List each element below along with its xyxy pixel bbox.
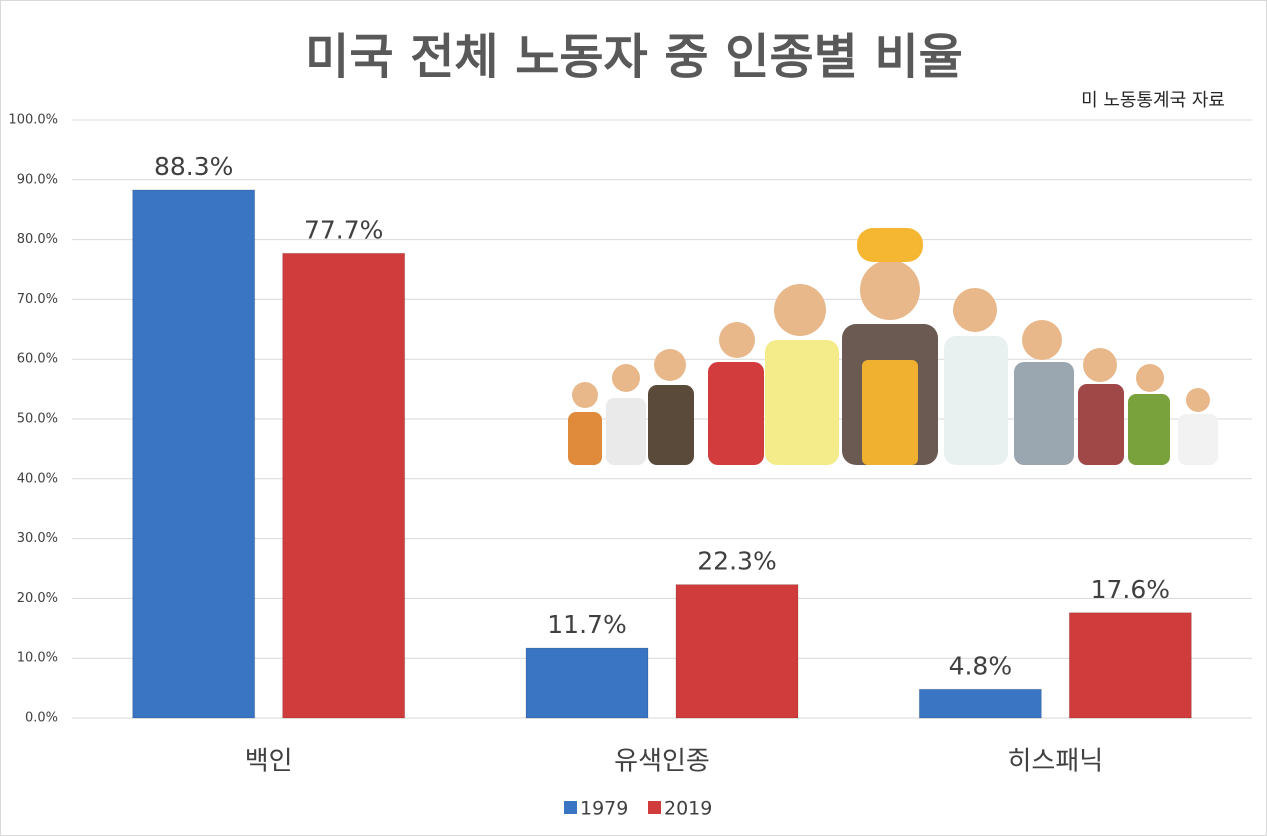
y-tick-label: 40.0% — [17, 471, 58, 486]
y-tick-label: 30.0% — [17, 531, 58, 546]
bar — [675, 584, 799, 719]
value-label: 11.7% — [547, 610, 626, 639]
legend: 1979 2019 — [564, 798, 712, 820]
y-tick-label: 60.0% — [17, 352, 58, 367]
y-tick-label: 70.0% — [17, 292, 58, 307]
value-label: 22.3% — [697, 547, 776, 576]
bar — [525, 647, 649, 719]
y-tick-label: 80.0% — [17, 232, 58, 247]
y-tick-label: 20.0% — [17, 591, 58, 606]
bar — [918, 688, 1042, 719]
bar — [1068, 612, 1192, 719]
legend-swatch — [648, 801, 661, 814]
y-tick-label: 90.0% — [17, 172, 58, 187]
y-tick-label: 100.0% — [8, 113, 58, 128]
y-tick-label: 0.0% — [25, 711, 58, 726]
legend-label: 2019 — [664, 798, 712, 820]
grid: 0.0% 10.0% 20.0% 30.0% 40.0% 50.0% 60.0% 70.0% 8… — [8, 113, 1252, 726]
y-tick-label: 50.0% — [17, 412, 58, 427]
value-label: 4.8% — [949, 651, 1013, 680]
bar — [132, 189, 256, 719]
x-tick-label: 히스패닉 — [1007, 747, 1103, 777]
value-label: 17.6% — [1091, 575, 1170, 604]
legend-label: 1979 — [580, 798, 628, 820]
x-tick-label: 유색인종 — [614, 747, 710, 777]
chart-subtitle: 미 노동통계국 자료 — [1081, 90, 1225, 111]
people-illustration — [568, 228, 1218, 465]
value-label: 88.3% — [154, 152, 233, 181]
y-tick-label: 10.0% — [17, 651, 58, 666]
value-label: 77.7% — [304, 215, 383, 244]
chart-title: 미국 전체 노동자 중 인종별 비율 — [305, 29, 963, 85]
bar — [282, 252, 406, 719]
x-tick-label: 백인 — [245, 747, 293, 777]
legend-swatch — [564, 801, 577, 814]
